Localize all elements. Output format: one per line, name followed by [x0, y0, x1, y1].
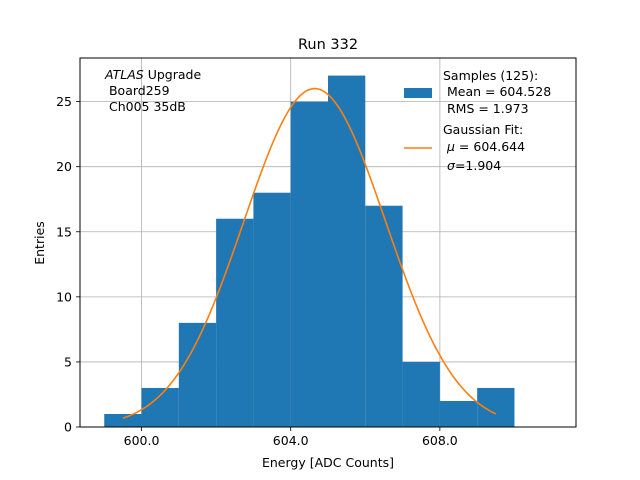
legend-mu-value: = 604.644	[455, 139, 525, 154]
legend-samples-swatch	[404, 88, 432, 98]
y-tick-label: 20	[56, 159, 72, 174]
annotation-atlas: ATLAS	[104, 67, 144, 82]
y-tick-label: 15	[56, 224, 72, 239]
y-tick-label: 25	[56, 94, 72, 109]
plot-frame	[79, 57, 577, 428]
legend-sigma-symbol: σ	[447, 158, 456, 173]
histogram-bar	[328, 75, 366, 428]
legend-sigma-value: =1.904	[455, 158, 501, 173]
histogram-bar	[290, 101, 328, 427]
histogram-bars	[104, 75, 515, 428]
legend-mu-symbol: μ	[446, 139, 455, 154]
y-axis-label: Entries	[32, 221, 47, 265]
x-tick-label: 600.0	[124, 433, 160, 448]
y-tick-label: 10	[56, 289, 72, 304]
histogram-bar	[104, 413, 142, 427]
legend-samples-line-2: Mean = 604.528	[443, 84, 551, 99]
y-axis-ticks: 0 5 10 15 20 25	[56, 94, 80, 435]
histogram-bar	[439, 400, 478, 427]
annotation-line-2: Board259	[105, 83, 170, 98]
gaussian-fit-curve	[122, 87, 497, 419]
histogram-bar	[141, 387, 179, 427]
histogram-bar	[253, 192, 291, 427]
histogram-bar	[477, 387, 515, 427]
legend: Samples (125): Mean = 604.528 RMS = 1.97…	[404, 68, 551, 173]
chart-title: Run 332	[298, 37, 358, 53]
histogram-bar	[365, 205, 403, 427]
histogram-bar	[216, 218, 254, 427]
legend-samples-line-3: RMS = 1.973	[443, 101, 529, 116]
histogram-bar	[178, 322, 217, 427]
legend-samples-line-1: Samples (125):	[443, 68, 538, 83]
histogram-bar	[402, 361, 440, 427]
y-tick-label: 0	[64, 420, 72, 435]
x-axis-label: Energy [ADC Counts]	[262, 455, 394, 470]
x-axis-ticks: 600.0 604.0 608.0	[124, 427, 458, 448]
atlas-annotation: ATLAS Upgrade Board259 Ch005 35dB	[104, 67, 201, 114]
legend-fit-line-2: μ = 604.644	[446, 139, 525, 154]
x-tick-label: 604.0	[273, 433, 309, 448]
y-tick-label: 5	[64, 354, 72, 369]
annotation-line-1: ATLAS Upgrade	[104, 67, 201, 82]
annotation-line-3: Ch005 35dB	[105, 99, 186, 114]
x-tick-label: 608.0	[422, 433, 458, 448]
legend-fit-line-1: Gaussian Fit:	[443, 122, 523, 137]
annotation-upgrade: Upgrade	[144, 67, 202, 82]
legend-fit-line-3: σ=1.904	[447, 158, 501, 173]
